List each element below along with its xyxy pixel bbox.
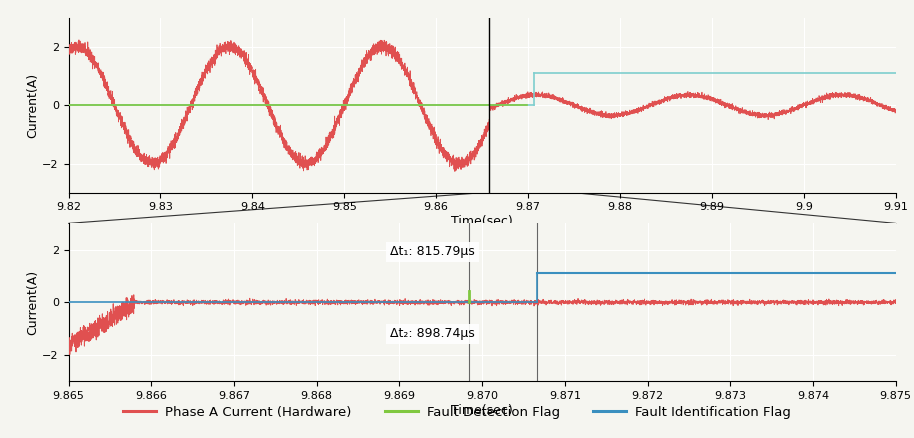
- X-axis label: Time(sec): Time(sec): [452, 215, 513, 228]
- Legend: Phase A Current (Hardware), Fault Detection Flag, Fault Identification Flag: Phase A Current (Hardware), Fault Detect…: [118, 401, 796, 424]
- Y-axis label: Current(A): Current(A): [27, 73, 39, 138]
- Text: Δt₁: 815.79μs: Δt₁: 815.79μs: [390, 245, 475, 258]
- Text: Δt₂: 898.74μs: Δt₂: 898.74μs: [390, 327, 475, 340]
- X-axis label: Time(sec): Time(sec): [452, 403, 513, 417]
- Y-axis label: Current(A): Current(A): [27, 270, 39, 335]
